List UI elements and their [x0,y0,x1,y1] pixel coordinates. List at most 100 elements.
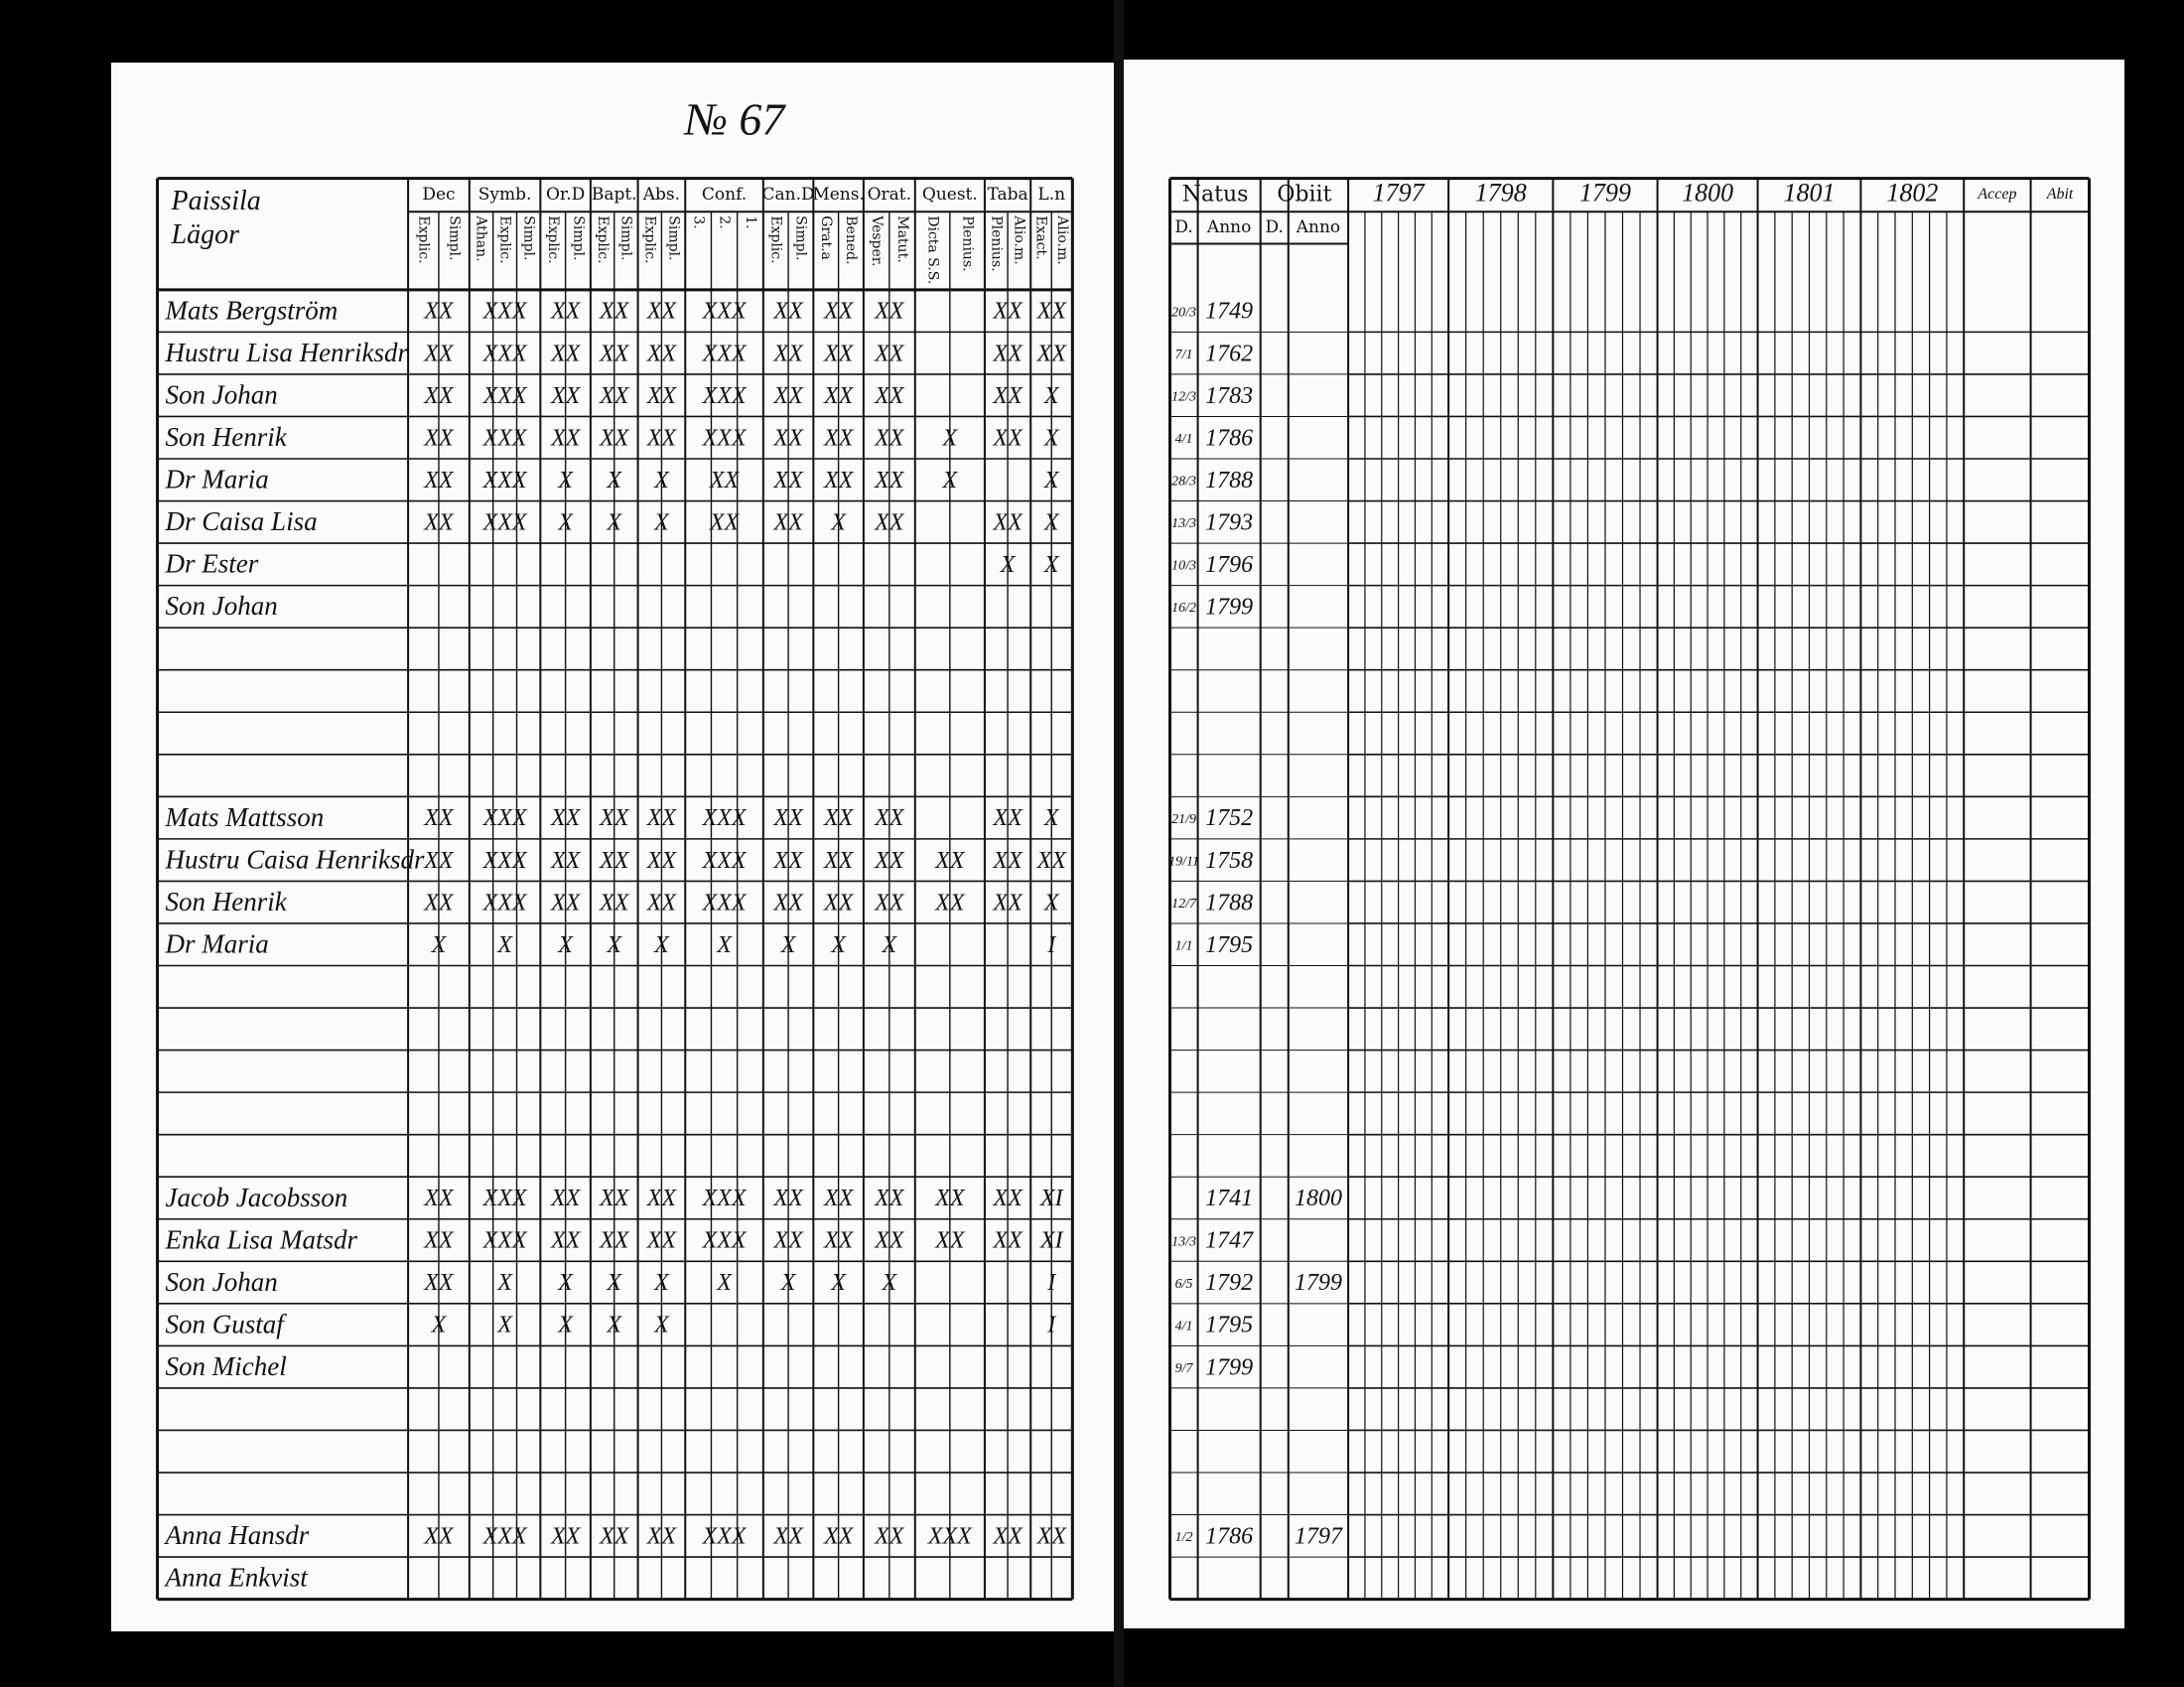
mark: X [606,468,622,493]
resident-name: Dr Ester [165,549,259,579]
mark: XX [992,425,1024,451]
mark: X [653,1313,670,1338]
mark: X [1043,805,1060,831]
sub-header: Vesper. [869,214,885,266]
mark: XX [550,425,582,451]
natus-day: 1/1 [1175,939,1193,954]
sub-header: Bened. [843,215,859,264]
mark: XX [423,468,455,493]
mark: XXX [482,1186,528,1211]
mark: X [1043,468,1060,493]
mark: XX [823,848,855,874]
natus-year: 1741 [1205,1186,1253,1211]
left-page [111,63,1116,1631]
sub-header: Explic. [497,215,513,263]
column-header: Conf. [702,185,747,205]
mark: XX [709,509,741,535]
sub-header: Anno [1206,217,1251,237]
mark: XX [934,1186,966,1211]
sub-header: 1. [743,215,758,228]
mark: XXX [702,341,748,366]
resident-name: Son Johan [166,380,278,410]
mark: X [431,1313,448,1338]
sub-header: 2. [717,215,733,228]
mark: XX [1036,299,1068,325]
mark: XXX [482,425,528,451]
mark: XX [599,341,630,366]
mark: XX [874,299,905,325]
mark: XX [423,1270,455,1296]
natus-year: 1793 [1205,509,1253,535]
mark: X [653,1270,670,1296]
mark: X [1043,890,1060,915]
mark: XX [423,805,455,831]
sub-header: Athan. [474,214,489,261]
sub-header: Grat.a [818,215,834,260]
mark: X [881,1270,897,1296]
mark: XX [646,341,678,366]
column-header: Orat. [868,185,911,205]
mark: XX [646,425,678,451]
natus-day: 12/3 [1171,390,1196,405]
mark: XX [772,468,804,493]
mark: X [496,932,513,958]
sub-header: Simpl. [570,215,586,260]
natus-day: 13/3 [1171,1234,1196,1249]
mark: X [1000,552,1017,578]
mark: X [716,932,733,958]
mark: XX [646,848,678,874]
mark: XX [992,299,1024,325]
mark: XX [992,509,1024,535]
natus-year: 1758 [1205,848,1253,874]
mark: XX [550,1523,582,1549]
mark: XXX [482,1228,528,1254]
natus-year: 1792 [1205,1270,1253,1296]
gutter [1114,0,1124,1687]
mark: XX [772,1228,804,1254]
mark: XX [772,848,804,874]
mark: XX [423,425,455,451]
mark: X [557,1313,574,1338]
resident-name: Anna Hansdr [164,1520,310,1550]
resident-name: Son Johan [166,1267,278,1297]
mark: X [496,1313,513,1338]
natus-year: 1788 [1205,890,1253,915]
mark: XX [992,1186,1024,1211]
mark: XX [550,890,582,915]
resident-name: Mats Bergström [165,295,339,325]
resident-name: Hustru Lisa Henriksdr [165,338,409,367]
mark: XX [992,890,1024,915]
mark: XXX [702,383,748,409]
mark: X [780,1270,797,1296]
column-header: Symb. [478,185,532,205]
right-page [1124,60,2124,1628]
obiit-year: 1799 [1295,1270,1342,1296]
column-header: Mens. [812,185,865,205]
natus-day: 7/1 [1175,348,1193,362]
sub-header: Explic. [641,215,657,263]
column-header: Abs. [642,185,680,205]
mark: XX [934,1228,966,1254]
mark: XX [599,890,630,915]
mark: XX [1036,1523,1068,1549]
mark: XI [1039,1186,1064,1211]
natus-year: 1783 [1205,383,1253,409]
sub-header: Dicta S.S. [924,215,940,284]
mark: X [780,932,797,958]
resident-name: Enka Lisa Matsdr [165,1224,358,1254]
mark: XX [772,341,804,366]
mark: X [830,509,847,535]
mark: X [557,932,574,958]
column-header: Or.D [546,185,585,205]
mark: X [830,932,847,958]
mark: XX [823,299,855,325]
mark: XXX [482,509,528,535]
mark: XXX [702,805,748,831]
mark: X [557,509,574,535]
column-header: Obiit [1277,182,1331,207]
resident-name: Dr Maria [165,465,269,494]
sub-header: Simpl. [665,215,681,260]
mark: XX [823,425,855,451]
sub-header: Simpl. [618,215,634,260]
resident-name: Son Gustaf [166,1309,288,1338]
